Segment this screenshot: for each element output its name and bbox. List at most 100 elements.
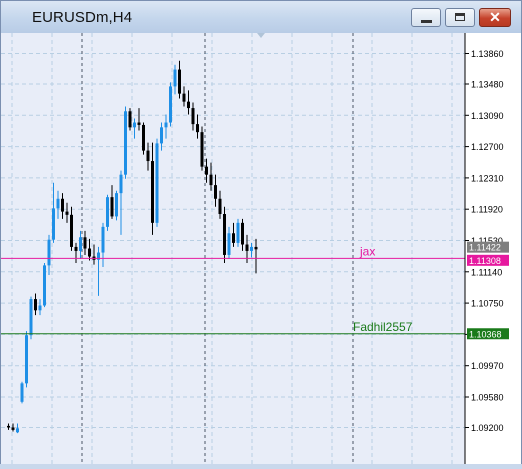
candle-body — [137, 122, 141, 125]
price-tick-label: 1.11530 — [471, 236, 503, 246]
candle — [254, 238, 258, 274]
price-tick-label: 1.13860 — [471, 49, 504, 59]
candle — [115, 190, 118, 221]
candle-body — [236, 222, 240, 243]
candle-body — [227, 233, 231, 255]
candle-body — [29, 299, 33, 336]
candle-body — [47, 239, 51, 266]
candle-body — [196, 124, 199, 133]
candle — [29, 296, 33, 340]
candle — [79, 230, 82, 259]
candle-body — [38, 305, 42, 311]
candle-body — [88, 248, 91, 257]
candle — [124, 106, 127, 179]
candle-body — [160, 127, 163, 144]
candle-body — [164, 122, 168, 128]
candle — [97, 246, 100, 296]
candle — [205, 158, 208, 183]
candle-body — [191, 108, 195, 125]
candle — [133, 118, 136, 139]
candle — [56, 190, 60, 219]
candle-body — [115, 193, 118, 217]
title-bar[interactable]: EURUSDm,H4 ✕ — [1, 1, 521, 34]
candle-body — [214, 185, 217, 199]
candle — [110, 185, 114, 219]
candle — [241, 218, 244, 251]
candle — [214, 174, 217, 207]
candle — [128, 108, 132, 131]
price-axis-labels: 1.13860 1.13480 1.13090 1.12700 1.12310 1.119… — [467, 49, 509, 433]
candle — [34, 293, 37, 316]
candle — [160, 122, 163, 151]
candle — [236, 218, 240, 247]
candle-body — [124, 111, 127, 175]
candle-body — [106, 197, 109, 227]
candle-body — [142, 124, 145, 151]
candle — [11, 423, 15, 432]
candle-body — [74, 246, 78, 251]
candle — [142, 122, 145, 155]
candle-body — [223, 214, 226, 255]
maximize-button[interactable] — [445, 8, 475, 27]
candle-body — [16, 428, 19, 433]
candle-body — [119, 174, 123, 194]
candle — [250, 242, 253, 258]
candle — [182, 86, 186, 107]
candle-body — [70, 214, 73, 247]
candle-body — [250, 246, 253, 251]
candle-body — [218, 198, 222, 215]
candle-body — [133, 122, 136, 128]
chart-canvas[interactable]: jax Fadhil2557 1.13860 1.13480 1.13090 1.127… — [1, 33, 521, 464]
price-tick-label: 1.12700 — [471, 142, 504, 152]
candle-body — [97, 252, 100, 260]
candle-body — [11, 427, 15, 430]
close-icon: ✕ — [489, 9, 501, 25]
candle — [88, 238, 91, 261]
minimize-button[interactable] — [411, 8, 441, 27]
candle — [218, 190, 222, 219]
candle — [83, 230, 87, 255]
candle-body — [20, 383, 24, 402]
candle — [151, 142, 154, 235]
candle — [7, 423, 10, 430]
candle — [25, 331, 28, 388]
horizontal-lines[interactable]: jax Fadhil2557 — [1, 244, 465, 335]
candle — [65, 202, 69, 223]
candle — [187, 90, 190, 115]
close-button[interactable]: ✕ — [479, 8, 511, 27]
current-price-label-box — [467, 241, 509, 253]
price-chart[interactable]: jax Fadhil2557 1.13860 1.13480 1.13090 1.127… — [1, 33, 521, 464]
fadhil-price-label-box — [467, 328, 509, 340]
candle-body — [128, 111, 132, 128]
chart-shift-marker[interactable] — [257, 33, 265, 38]
candle-body — [65, 211, 69, 215]
candle — [169, 82, 172, 127]
candle-body — [43, 265, 46, 306]
candle-body — [232, 233, 235, 243]
candle — [155, 138, 159, 227]
candle — [119, 170, 123, 235]
fadhil-price-label: 1.10368 — [467, 328, 509, 340]
candle-body — [241, 222, 244, 245]
candle — [232, 222, 235, 247]
price-tick-label: 1.09970 — [471, 361, 504, 371]
jax-price-label-text: 1.11308 — [469, 256, 501, 266]
candle-body — [173, 69, 177, 87]
candle-body — [200, 132, 204, 167]
candle — [191, 102, 195, 131]
candle-body — [52, 208, 55, 240]
current-price-label: 1.11422 — [467, 241, 509, 253]
candle-body — [56, 198, 60, 209]
candle-body — [182, 93, 186, 102]
candle — [47, 234, 51, 276]
candle — [70, 206, 73, 251]
fadhil-price-label-text: 1.10368 — [469, 329, 502, 339]
candle-body — [61, 198, 64, 212]
candle-body — [187, 101, 190, 109]
price-tick-label: 1.13480 — [471, 79, 504, 89]
chart-grid — [1, 33, 465, 464]
candles — [7, 60, 258, 434]
price-tick-label: 1.10750 — [471, 299, 504, 309]
price-tick-label: 1.12310 — [471, 173, 504, 183]
